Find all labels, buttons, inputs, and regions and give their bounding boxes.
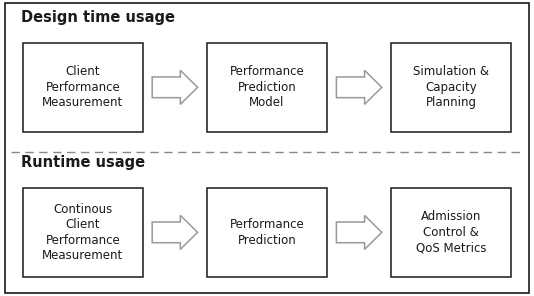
Text: Control &: Control & [423, 226, 479, 239]
Text: Continous: Continous [53, 203, 112, 216]
Text: Client: Client [66, 218, 100, 231]
Text: Prediction: Prediction [238, 81, 296, 94]
Text: Prediction: Prediction [238, 234, 296, 247]
FancyBboxPatch shape [391, 43, 511, 132]
FancyBboxPatch shape [22, 43, 143, 132]
FancyBboxPatch shape [22, 188, 143, 277]
Text: Planning: Planning [426, 96, 477, 109]
Text: Measurement: Measurement [42, 96, 123, 109]
Text: Capacity: Capacity [426, 81, 477, 94]
Polygon shape [152, 70, 198, 104]
Text: Measurement: Measurement [42, 249, 123, 262]
Text: Design time usage: Design time usage [21, 10, 175, 25]
Text: Simulation &: Simulation & [413, 65, 489, 78]
Text: Client: Client [66, 65, 100, 78]
Text: Performance: Performance [45, 81, 120, 94]
Text: Model: Model [249, 96, 285, 109]
FancyBboxPatch shape [207, 43, 327, 132]
Polygon shape [152, 215, 198, 249]
Text: Performance: Performance [230, 65, 304, 78]
Text: Performance: Performance [230, 218, 304, 231]
FancyBboxPatch shape [391, 188, 511, 277]
FancyBboxPatch shape [207, 188, 327, 277]
Text: Runtime usage: Runtime usage [21, 155, 145, 170]
Polygon shape [336, 70, 382, 104]
Text: Performance: Performance [45, 234, 120, 247]
Polygon shape [336, 215, 382, 249]
Text: QoS Metrics: QoS Metrics [416, 241, 486, 254]
Text: Admission: Admission [421, 210, 482, 223]
